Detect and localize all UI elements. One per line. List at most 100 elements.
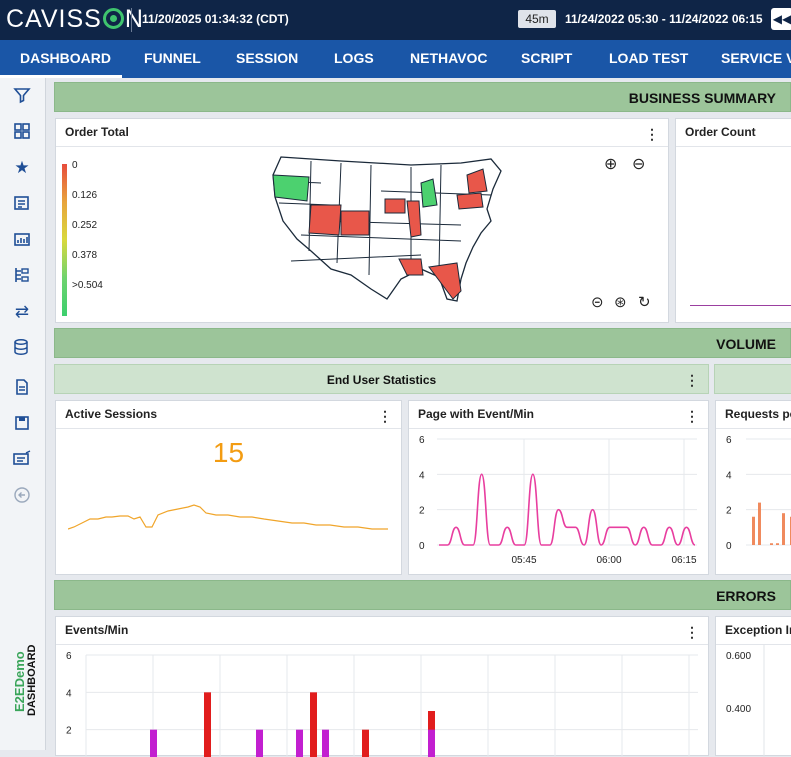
current-time: 11/20/2025 01:34:32 (CDT)	[142, 12, 289, 26]
bar	[776, 543, 779, 545]
bar	[758, 502, 761, 545]
save-icon[interactable]	[12, 414, 32, 434]
x-tick-label: 06:00	[596, 555, 621, 566]
bar	[752, 516, 755, 545]
bar	[428, 729, 435, 757]
bar	[362, 729, 369, 757]
events-min-chart: 6 4 2	[66, 651, 698, 757]
nav-logs[interactable]: LOGS	[334, 50, 374, 66]
series-line	[438, 473, 696, 546]
time-range[interactable]: 11/24/2022 05:30 - 11/24/2022 06:15	[565, 12, 763, 26]
business-summary-label: BUSINESS SUMMARY	[628, 90, 776, 106]
cavisson-logo: CAVISS N	[6, 5, 144, 33]
legend-gradient	[62, 164, 67, 316]
events-min-card: Events/Min ⋮ 6 4 2	[55, 616, 709, 757]
logo-o-icon	[102, 8, 124, 29]
active-sessions-menu-icon[interactable]: ⋮	[378, 408, 392, 424]
order-total-menu-icon[interactable]: ⋮	[645, 126, 659, 142]
nav-funnel[interactable]: FUNNEL	[144, 50, 201, 66]
errors-label: ERRORS	[716, 588, 776, 604]
requests-chart: 6 4 2 0	[726, 435, 791, 552]
zoom-in-icon[interactable]: ⊕	[604, 156, 618, 173]
end-user-stats-menu-icon[interactable]: ⋮	[685, 372, 699, 388]
y-tick-label: 2	[419, 506, 425, 517]
y-tick-label: 4	[66, 688, 72, 699]
bar	[770, 543, 773, 545]
volume-label: VOLUME	[716, 336, 776, 352]
subsection-header-right	[714, 364, 791, 394]
refresh-icon[interactable]: ↻	[638, 294, 651, 311]
events-min-menu-icon[interactable]: ⋮	[685, 624, 699, 640]
zoom-out-icon[interactable]: ⊖	[632, 156, 646, 173]
us-map[interactable]	[261, 151, 561, 316]
y-tick-label: 2	[66, 726, 72, 737]
order-total-card: Order Total ⋮ 0 0.126 0.252 0.378 >0.504…	[55, 118, 669, 323]
monitor-icon[interactable]	[12, 450, 32, 470]
y-tick-label: 4	[419, 470, 425, 481]
nav-service-v[interactable]: SERVICE V	[721, 50, 791, 66]
star-icon[interactable]: ★	[14, 158, 30, 177]
page-name: DASHBOARD	[26, 644, 38, 717]
exception-title: Exception In	[725, 623, 791, 637]
requests-title: Requests pe	[725, 407, 791, 421]
bar	[204, 692, 211, 757]
bar	[150, 729, 157, 757]
y-tick-label: 2	[726, 506, 732, 517]
dashboard-context: E2EDemo DASHBOARD	[4, 645, 40, 720]
events-min-title: Events/Min	[65, 623, 129, 637]
rewind-icon[interactable]: ◀◀	[771, 8, 791, 30]
logo-divider	[131, 8, 132, 32]
database-icon[interactable]	[12, 338, 32, 358]
y-tick-label: 0	[726, 541, 732, 552]
order-total-title: Order Total	[65, 125, 129, 139]
page-event-menu-icon[interactable]: ⋮	[685, 408, 699, 424]
back-arrow-icon[interactable]: ⊝	[591, 294, 604, 311]
exception-y-tick: 0.600	[726, 651, 751, 662]
globe-icon[interactable]: ⊛	[614, 294, 627, 311]
nav-dashboard[interactable]: DASHBOARD	[20, 50, 111, 66]
legend-label: >0.504	[72, 280, 103, 291]
errors-header[interactable]: ERRORS	[54, 580, 791, 610]
nav-load-test[interactable]: LOAD TEST	[609, 50, 689, 66]
y-tick-label: 0	[419, 541, 425, 552]
order-count-card: Order Count	[675, 118, 791, 323]
legend-label: 0.378	[72, 250, 98, 261]
requests-card: Requests pe 6 4 2 0	[715, 400, 791, 575]
page-event-chart: 6 4 2 0 05:45 06:00 06:15	[419, 435, 697, 566]
exception-card: Exception In 0.600 0.400	[715, 616, 791, 757]
legend-label: 0.252	[72, 220, 98, 231]
hierarchy-icon[interactable]	[12, 266, 32, 286]
report-icon[interactable]	[12, 194, 32, 214]
bar	[782, 513, 785, 545]
bar	[322, 729, 329, 757]
nav-script[interactable]: SCRIPT	[521, 50, 573, 66]
legend-label: 0	[72, 160, 78, 171]
volume-header[interactable]: VOLUME	[54, 328, 791, 358]
chart-icon[interactable]	[12, 230, 32, 250]
document-icon[interactable]	[12, 378, 32, 398]
page-event-card: Page with Event/Min ⋮ 6 4 2 0 05:45 06:00 06:1…	[408, 400, 709, 575]
x-tick-label: 06:15	[671, 555, 696, 566]
end-user-stats-header[interactable]: End User Statistics ⋮	[54, 364, 709, 394]
y-tick-label: 6	[419, 435, 425, 446]
exception-chart: 0.600 0.400	[726, 645, 765, 757]
page-event-title: Page with Event/Min	[418, 407, 535, 421]
order-count-title: Order Count	[685, 125, 756, 139]
exception-y-tick: 0.400	[726, 704, 751, 715]
grid-icon[interactable]	[12, 122, 32, 142]
sidebar: ★ ⇄ E2EDemo DASHBOARD	[0, 78, 46, 750]
nav-nethavoc[interactable]: NETHAVOC	[410, 50, 488, 66]
x-tick-label: 05:45	[511, 555, 536, 566]
swap-icon[interactable]: ⇄	[14, 302, 30, 321]
bar	[256, 729, 263, 757]
bar	[310, 692, 317, 757]
nav-active-indicator	[0, 75, 122, 78]
y-tick-label: 6	[66, 651, 72, 662]
business-summary-header[interactable]: BUSINESS SUMMARY	[54, 82, 791, 112]
y-tick-label: 4	[726, 470, 732, 481]
back-icon[interactable]	[12, 486, 32, 506]
nav-session[interactable]: SESSION	[236, 50, 299, 66]
time-range-badge[interactable]: 45m	[518, 10, 556, 28]
filter-icon[interactable]	[12, 86, 32, 106]
active-sessions-value: 15	[212, 437, 245, 468]
